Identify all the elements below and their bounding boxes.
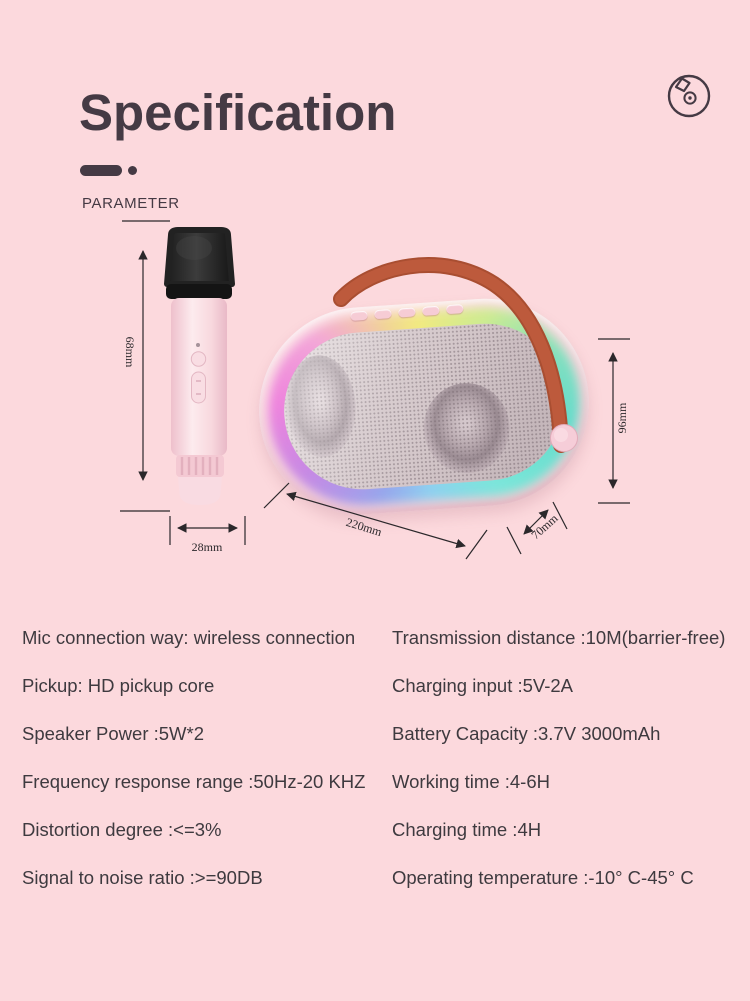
- speaker-button: [398, 307, 416, 318]
- speaker-depth-label: 70mm: [528, 511, 561, 542]
- speaker-button: [374, 309, 392, 320]
- mic-width-label: 28mm: [192, 540, 223, 554]
- spec-item: Working time :4-6H: [392, 771, 550, 792]
- spec-item: Operating temperature :-10° C-45° C: [392, 867, 694, 888]
- page-title: Specification: [79, 84, 397, 141]
- spec-item: Frequency response range :50Hz-20 KHZ: [22, 771, 366, 792]
- speaker-height-label: 96mm: [615, 402, 629, 433]
- spec-list-left: Mic connection way: wireless connection …: [22, 614, 365, 902]
- speaker-button: [350, 310, 368, 321]
- spec-item: Speaker Power :5W*2: [22, 723, 205, 744]
- speaker-width-label: 220mm: [344, 515, 384, 539]
- spec-item: Distortion degree :<=3%: [22, 819, 222, 840]
- spec-item: Signal to noise ratio :>=90DB: [22, 867, 263, 888]
- mesh-lighting: [278, 318, 570, 495]
- spec-item: Mic connection way: wireless connection: [22, 627, 356, 648]
- cd-disc-icon: [667, 74, 711, 118]
- mic-height-label: 68mm: [123, 337, 137, 368]
- spec-item: Pickup: HD pickup core: [22, 675, 215, 696]
- mic-base: [176, 455, 224, 505]
- spec-item: Charging input :5V-2A: [392, 675, 574, 696]
- mic-power-button: [190, 351, 207, 367]
- divider-dash: [80, 165, 122, 176]
- spec-item: Battery Capacity :3.7V 3000mAh: [392, 723, 661, 744]
- mic-volume-button: [191, 371, 206, 404]
- spec-item: Transmission distance :10M(barrier-free): [392, 627, 726, 648]
- title-divider: [80, 164, 140, 176]
- microphone-image: [164, 227, 235, 505]
- speaker-button: [422, 305, 440, 316]
- speaker-image: [252, 291, 596, 522]
- mic-indicator-dot: [196, 343, 200, 347]
- mic-head: [164, 227, 235, 287]
- mic-ring: [166, 284, 232, 299]
- speaker-button: [445, 304, 464, 315]
- speaker-mesh-grille: [278, 318, 570, 495]
- mic-body: [171, 298, 227, 456]
- divider-dot: [128, 166, 137, 175]
- spec-list-right: Transmission distance :10M(barrier-free)…: [392, 614, 725, 902]
- parameter-label: PARAMETER: [82, 195, 180, 212]
- spec-item: Charging time :4H: [392, 819, 542, 840]
